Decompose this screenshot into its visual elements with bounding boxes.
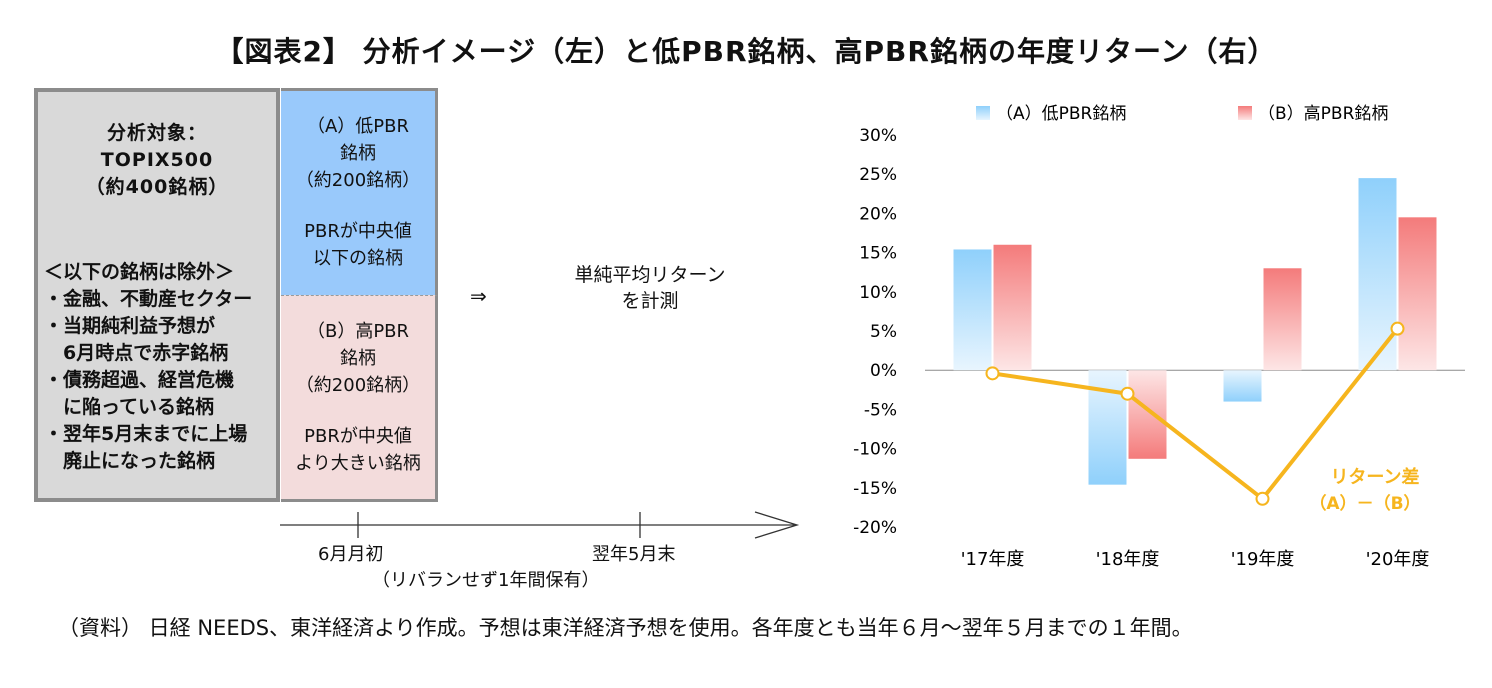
exclusion-item: 6月時点で赤字銘柄 (44, 342, 229, 364)
return-diff-point (985, 366, 1000, 381)
group-b-name: （B）高PBR (306, 321, 410, 342)
y-tick-label: -15% (853, 479, 897, 499)
return-diff-line (992, 327, 1400, 501)
x-tick-label: '18年度 (1096, 549, 1160, 570)
y-tick-label: 20% (859, 204, 897, 224)
exclusion-item: ・金融、不動産セクター (44, 288, 253, 310)
legend-swatch-b (1238, 106, 1252, 120)
y-tick-label: 15% (859, 244, 897, 264)
timeline-note: （リバランせず1年間保有） (372, 570, 600, 591)
x-tick-label: '20年度 (1366, 549, 1430, 570)
group-b-condition: より大きい銘柄 (295, 453, 421, 474)
y-tick-label: 0% (870, 361, 897, 381)
bar-b (1398, 217, 1437, 371)
exclusion-item: 廃止になった銘柄 (44, 450, 216, 472)
legend-label-b: （B）高PBR銘柄 (1258, 104, 1388, 124)
group-b-name: 銘柄 (340, 348, 376, 369)
y-tick-label: 30% (859, 126, 897, 146)
return-diff-point (1120, 386, 1135, 401)
group-b-condition: PBRが中央値 (304, 426, 412, 447)
group-a-count: （約200銘柄） (295, 170, 421, 191)
group-a-name: （A）低PBR (306, 116, 410, 137)
exclusion-item: に陥っている銘柄 (44, 396, 215, 418)
bar-b (1263, 268, 1302, 371)
scope-line: （約400銘柄） (85, 176, 229, 198)
diff-label-line1: リターン差 (1330, 466, 1419, 488)
exclusion-item: ・当期純利益予想が (44, 315, 216, 337)
y-tick-label: -5% (864, 400, 897, 420)
exclusion-item: ・翌年5月末までに上場 (44, 423, 248, 445)
return-diff-point (1390, 321, 1405, 336)
group-a-condition: 以下の銘柄 (313, 248, 403, 269)
chart-legend: （A）低PBR銘柄 （B）高PBR銘柄 (976, 104, 1388, 124)
method-line: 単純平均リターン (574, 264, 726, 286)
x-tick-label: '17年度 (961, 549, 1025, 570)
implies-arrow: ⇒ (470, 284, 487, 308)
timeline-start-label: 6月月初 (318, 544, 384, 565)
method-line: を計測 (621, 290, 679, 312)
method-label: 単純平均リターン を計測 (560, 262, 740, 314)
legend-label-a: （A）低PBR銘柄 (996, 104, 1126, 124)
y-tick-label: 10% (859, 283, 897, 303)
y-tick-label: -20% (853, 518, 897, 538)
bar-b (1128, 370, 1167, 459)
group-b-count: （約200銘柄） (295, 375, 421, 396)
scope-line: 分析対象： (106, 122, 207, 144)
exclusion-heading: ＜以下の銘柄は除外＞ (44, 261, 235, 283)
group-a-name: 銘柄 (340, 143, 376, 164)
exclusion-item: ・債務超過、経営危機 (44, 369, 235, 391)
group-a-condition: PBRが中央値 (304, 221, 412, 242)
return-diff-point (1255, 491, 1270, 506)
bar-b (993, 244, 1032, 371)
timeline-arrowhead (754, 511, 800, 539)
source-note: （資料） 日経 NEEDS、東洋経済より作成。予想は東洋経済予想を使用。各年度と… (58, 616, 1193, 640)
group-b-box: （B）高PBR 銘柄 （約200銘柄） PBRが中央値 より大きい銘柄 (281, 295, 438, 502)
x-tick-label: '19年度 (1231, 549, 1295, 570)
scope-line: TOPIX500 (100, 149, 214, 171)
legend-swatch-a (976, 106, 990, 120)
bar-a (1223, 370, 1262, 402)
y-tick-label: 5% (870, 322, 897, 342)
scope-heading: 分析対象： TOPIX500 （約400銘柄） (38, 120, 276, 201)
y-tick-label: 25% (859, 165, 897, 185)
bar-a (1358, 178, 1397, 371)
bar-a (953, 249, 992, 371)
analysis-scope-box: 分析対象： TOPIX500 （約400銘柄） ＜以下の銘柄は除外＞ ・金融、不… (34, 88, 280, 502)
figure-title: 【図表2】 分析イメージ（左）と低PBR銘柄、高PBR銘柄の年度リターン（右） (215, 35, 1277, 68)
timeline-end-label: 翌年5月末 (592, 544, 676, 565)
diff-label-line2: （A）－（B） (1309, 493, 1420, 514)
exclusion-list: ＜以下の銘柄は除外＞ ・金融、不動産セクター ・当期純利益予想が 6月時点で赤字… (44, 259, 280, 475)
group-a-box: （A）低PBR 銘柄 （約200銘柄） PBRが中央値 以下の銘柄 (281, 88, 438, 295)
y-tick-label: -10% (853, 440, 897, 460)
